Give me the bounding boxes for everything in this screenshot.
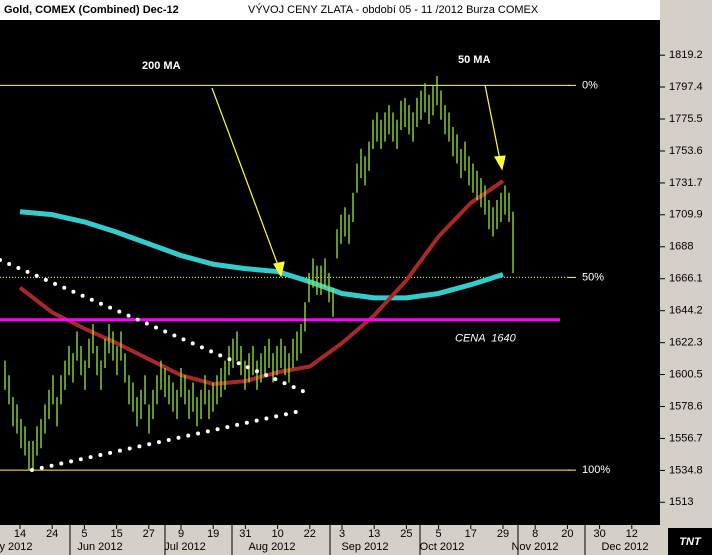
chart-subtitle: VÝVOJ CENY ZLATA - období 05 - 11 /2012 … — [248, 3, 539, 16]
level-label: 0% — [582, 79, 598, 91]
month-label: Aug 2012 — [248, 541, 295, 553]
x-tick-label: 29 — [497, 528, 509, 540]
y-tick-label: 1753.6 — [669, 145, 703, 157]
x-tick-label: 10 — [271, 528, 283, 540]
y-tick-label: 1534.8 — [669, 464, 703, 476]
month-label: Jul 2012 — [164, 541, 206, 553]
x-tick-label: 5 — [436, 528, 442, 540]
y-tick-label: 1775.5 — [669, 113, 703, 125]
x-tick-label: 31 — [239, 528, 251, 540]
logo-box — [668, 528, 712, 555]
x-tick-label: 15 — [110, 528, 122, 540]
y-tick-label: 1819.2 — [669, 49, 703, 61]
x-axis-panel — [0, 525, 712, 555]
y-tick-label: 1622.3 — [669, 337, 703, 349]
arrow-head — [273, 261, 285, 278]
x-tick-label: 20 — [561, 528, 573, 540]
x-tick-label: 12 — [626, 528, 638, 540]
lower-trend-line — [30, 408, 307, 472]
y-tick-label: 1513 — [669, 496, 693, 508]
annotation: 50 MA — [458, 54, 490, 66]
x-tick-label: 19 — [207, 528, 219, 540]
x-tick-label: 8 — [532, 528, 538, 540]
y-tick-label: 1600.5 — [669, 368, 703, 380]
y-tick-label: 1578.6 — [669, 400, 703, 412]
y-tick-label: 1731.7 — [669, 177, 703, 189]
y-tick-label: 1709.9 — [669, 209, 703, 221]
month-label: Sep 2012 — [341, 541, 388, 553]
month-label: Dec 2012 — [601, 541, 648, 553]
arrow — [484, 84, 501, 161]
level-label: 100% — [582, 464, 610, 476]
x-tick-label: 25 — [400, 528, 412, 540]
price-line-label: CENA 1640 — [455, 333, 517, 345]
x-tick-label: 17 — [465, 528, 477, 540]
plot-background — [0, 0, 660, 525]
level-label: 50% — [582, 271, 604, 283]
x-tick-label: 3 — [339, 528, 345, 540]
x-tick-label: 27 — [143, 528, 155, 540]
x-tick-label: 22 — [304, 528, 316, 540]
y-tick-label: 1556.7 — [669, 432, 703, 444]
arrow — [211, 87, 280, 269]
y-axis-panel — [660, 0, 712, 555]
chart-title: Gold, COMEX (Combined) Dec-12 — [4, 4, 179, 16]
moving-average — [19, 209, 504, 301]
annotation-arrows — [211, 84, 506, 278]
x-tick-label: 5 — [81, 528, 87, 540]
y-tick-label: 1666.1 — [669, 273, 703, 285]
annotation: 200 MA — [142, 60, 181, 72]
y-tick-label: 1797.4 — [669, 81, 703, 93]
y-tick-label: 1688 — [669, 241, 693, 253]
y-tick-label: 1644.2 — [669, 305, 703, 317]
x-tick-label: 14 — [14, 528, 26, 540]
x-tick-label: 9 — [178, 528, 184, 540]
x-tick-label: 30 — [593, 528, 605, 540]
trend-lines — [0, 258, 307, 472]
logo: TNT — [679, 536, 702, 548]
month-label: Oct 2012 — [420, 541, 465, 553]
month-label: y 2012 — [0, 541, 33, 553]
arrow-head — [494, 155, 506, 171]
title-strip — [0, 0, 660, 20]
month-label: Jun 2012 — [77, 541, 122, 553]
x-tick-label: 24 — [46, 528, 58, 540]
month-label: Nov 2012 — [511, 541, 558, 553]
x-tick-label: 13 — [368, 528, 380, 540]
